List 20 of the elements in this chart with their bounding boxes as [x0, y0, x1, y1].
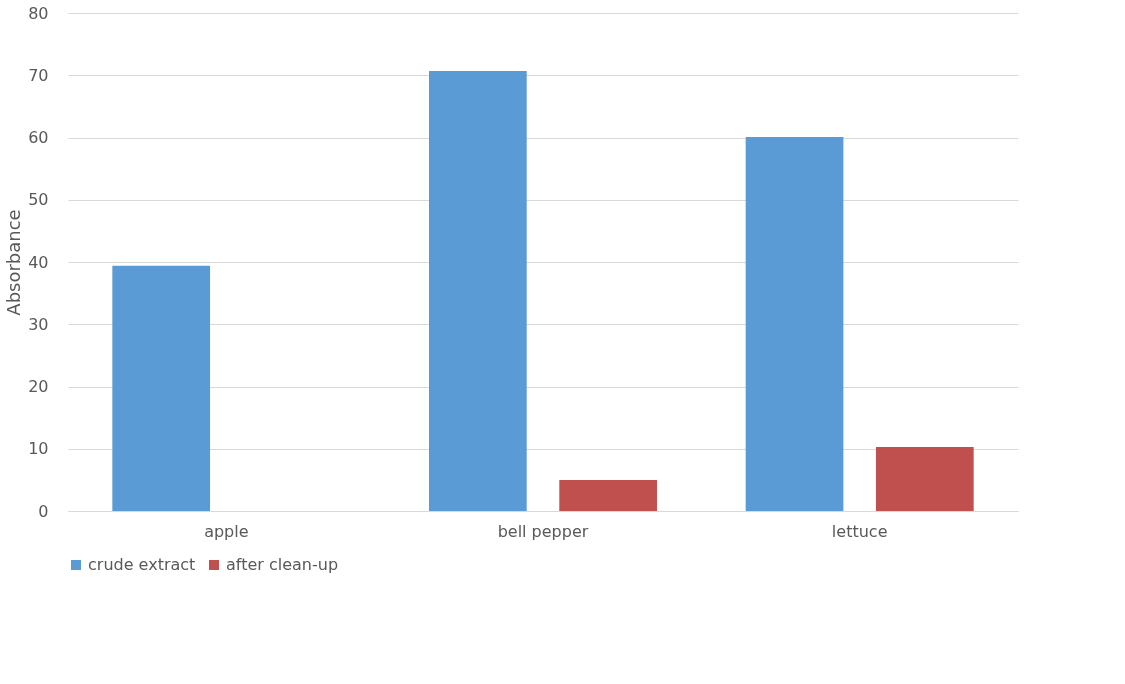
x-tick-label: lettuce	[831, 521, 888, 541]
bar	[745, 136, 844, 511]
y-tick-label: 20	[28, 377, 49, 396]
y-tick-label: 40	[28, 252, 49, 272]
bar	[875, 446, 974, 511]
y-tick-label: 30	[28, 314, 49, 334]
y-tick-label: 10	[28, 439, 49, 459]
y-tick-label: 60	[28, 128, 49, 147]
y-tick-label: 70	[28, 65, 49, 85]
y-axis-title: Absorbance	[3, 209, 25, 316]
y-tick-label: 80	[28, 3, 49, 23]
legend-label: crude extract	[88, 555, 196, 574]
x-tick-label: bell pepper	[497, 521, 589, 541]
x-tick-label: apple	[204, 521, 249, 541]
y-tick-label: 0	[38, 501, 49, 521]
y-tick-label: 50	[28, 190, 49, 210]
legend-label: after clean-up	[226, 555, 339, 574]
bar	[112, 265, 211, 511]
bar	[559, 479, 657, 511]
bar	[429, 70, 527, 511]
